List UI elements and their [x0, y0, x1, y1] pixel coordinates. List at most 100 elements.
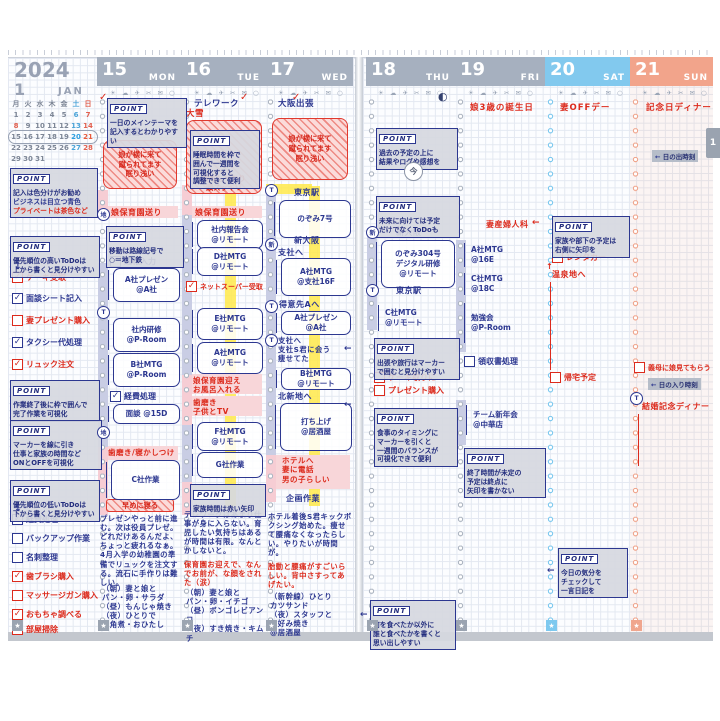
- point-text: 過去の予定の上に 結果やログや感想を: [379, 149, 440, 166]
- day-cell: 26: [59, 144, 69, 152]
- point-text: 優先順位の高いToDoは 上から書くと見分けやすい: [13, 257, 95, 274]
- point-text: 未来に向けては予定 だけでなくToDoも: [379, 217, 441, 234]
- point-daily-theme: POINT 一日のメインテーマを 記入するとわかりやすい: [107, 98, 187, 149]
- event-e-sha-mtg: E社MTG @リモート: [192, 308, 263, 340]
- month-tab: 1: [706, 128, 720, 158]
- day-cell: 16: [23, 133, 33, 141]
- point-label: POINT: [109, 232, 147, 242]
- todo-label: プレゼント購入: [388, 386, 444, 395]
- point-text: 優先順位の低いToDoは 下から書くと見分けやすい: [13, 501, 95, 518]
- weekday-label: THU: [426, 73, 450, 83]
- point-high-priority: POINT 優先順位の高いToDoは 上から書くと見分けやすい: [10, 236, 100, 278]
- stamp-icons: ☀ ☁ ✈ ✂ ✉ ○: [642, 89, 709, 97]
- check-icon: ✓: [240, 92, 249, 103]
- train-line-icon: T: [366, 284, 379, 297]
- appt-obgyn: 妻産婦人科: [486, 220, 529, 229]
- arrow-left-icon: ←: [532, 218, 540, 228]
- station-shin-osaka: 新大阪: [294, 236, 320, 245]
- time-rail-mon: [98, 95, 107, 630]
- star-icon: ★: [546, 620, 557, 631]
- day-cell: 18: [47, 133, 57, 141]
- checkbox-icon: ✓: [12, 293, 23, 304]
- point-done-frame: POINT 作業終了後に枠で囲んで 完了作業を可視化: [10, 380, 100, 422]
- point-text: 作業終了後に枠で囲んで 完了作業を可視化: [13, 401, 88, 418]
- day-cell: 3: [37, 111, 43, 119]
- calendar-week-current: 15 16 17 18 19 20 21: [10, 132, 94, 143]
- checkbox-icon: ✓: [12, 609, 23, 620]
- day-cell: 24: [35, 144, 45, 152]
- point-label: POINT: [555, 222, 593, 232]
- highlight-strip-wed-top: [266, 184, 312, 194]
- point-text: ビジネスは目立つ青色: [13, 197, 81, 206]
- point-label: POINT: [561, 554, 599, 564]
- point-right-arrow: POINT 家族や部下の予定は 右側に矢印を: [552, 216, 630, 258]
- point-mood-diary: POINT 今日の気分を チェックして 一言日記を: [558, 548, 628, 599]
- day-header-16: 16 TUE: [181, 57, 265, 86]
- train-line-icon: T: [265, 334, 278, 347]
- day-cell: 2: [25, 111, 31, 119]
- weekday-cell: 水: [36, 100, 44, 108]
- event-a-sha-mtg-16e: A社MTG @16E: [464, 242, 534, 268]
- stamp-icons: ☀ ☁ ✈ ✂ ✉ ○: [378, 89, 445, 97]
- journal-entry: テレワークはあまり仕事が身に入らない。育児したい気持ちはあるが時間は有限。なんと…: [184, 510, 262, 556]
- day-cell: 23: [23, 144, 33, 152]
- event-team-newyear-party: チーム新年会 @中華店: [466, 404, 544, 436]
- day-cell: [82, 154, 94, 165]
- sleep-block: 娘が横に来て 蹴られてます 眠り浅い: [272, 118, 348, 180]
- checkbox-icon: ✓: [186, 281, 197, 292]
- point-label: POINT: [13, 386, 51, 396]
- day-cell: 4: [49, 111, 55, 119]
- weekday-label: WED: [321, 73, 348, 83]
- star-icon: ★: [631, 620, 642, 631]
- family-band: [98, 446, 178, 460]
- date-number: 19: [460, 59, 486, 80]
- todo-label: 経費処理: [124, 392, 156, 401]
- station-tokyo: 東京駅: [294, 188, 320, 197]
- todo-label: 名刺整理: [26, 553, 58, 562]
- day-cell: 14: [83, 122, 93, 130]
- calendar-week: 29 30 31: [10, 154, 94, 165]
- day-cell: 30: [23, 155, 33, 163]
- day-cell: 21: [83, 133, 93, 141]
- point-label: POINT: [193, 136, 231, 146]
- arrow-down-icon: ↓: [14, 262, 22, 272]
- stamp-icons: ☀ ☁ ✈ ✂ ✉ ○: [278, 89, 345, 97]
- todo-label: 面談シート記入: [26, 294, 82, 303]
- day-header-21: 21 SUN: [630, 57, 713, 86]
- family-band: [182, 396, 262, 416]
- day-header-17: 17 WED: [265, 57, 353, 86]
- point-text: 睡眠時間を枠で 囲んで一週間を 可視化すると 調整できて便利: [193, 151, 241, 186]
- event-internal-training: 社内研修 @P-Room: [108, 318, 180, 352]
- day-cell: 8: [13, 122, 19, 130]
- todo-return-home: 帰宅予定: [550, 372, 596, 383]
- task-planning-work: 企画作業: [286, 494, 320, 503]
- task-daycare-dropoff: 娘保育園送り: [195, 208, 246, 217]
- todo-grandma-babysit: 義母に娘見てもらう: [634, 362, 711, 373]
- day-cell: 6: [73, 111, 79, 119]
- sleep-early-note: 早めに寝る: [106, 499, 174, 512]
- shinkansen-icon: 新: [366, 226, 379, 239]
- point-text: 一日のメインテーマを 記入するとわかりやすい: [110, 119, 178, 145]
- weather-note-snow: 大雪: [186, 109, 205, 119]
- star-icon: ★: [266, 620, 277, 631]
- event-c-sha-work: C社作業: [106, 460, 180, 500]
- todo-label: タクシー代処理: [26, 338, 82, 347]
- year-label: 2024: [14, 58, 70, 82]
- event-b-sha-mtg: B社MTG @P-Room: [108, 353, 180, 387]
- journal-entry: プレゼンやっと前に進む。次は役員プレゼ。どれだけあるんだよ、ちょっと疲れるなぁ。…: [100, 514, 178, 587]
- star-icon: ★: [367, 620, 378, 631]
- time-rail-fri: [456, 95, 465, 630]
- todo-label: 領収書処理: [478, 357, 518, 366]
- note-hotel-call-wife: ホテルへ 妻に電話 男の子らしい: [282, 456, 330, 484]
- event-internal-report: 社内報告会 @リモート: [192, 220, 263, 249]
- checkbox-icon: [12, 533, 23, 544]
- weekday-cell: 火: [24, 100, 32, 108]
- point-text: 家族や部下の予定は 右側に矢印を: [555, 237, 617, 254]
- day-header-18: 18 THU: [366, 57, 455, 86]
- month-label: JAN: [58, 86, 84, 97]
- family-band: [182, 206, 262, 218]
- arrow-down-icon: ↓: [14, 504, 22, 514]
- point-text: プライベートは茶色など: [13, 206, 88, 215]
- checkbox-icon: [12, 315, 23, 326]
- day-cell: 12: [59, 122, 69, 130]
